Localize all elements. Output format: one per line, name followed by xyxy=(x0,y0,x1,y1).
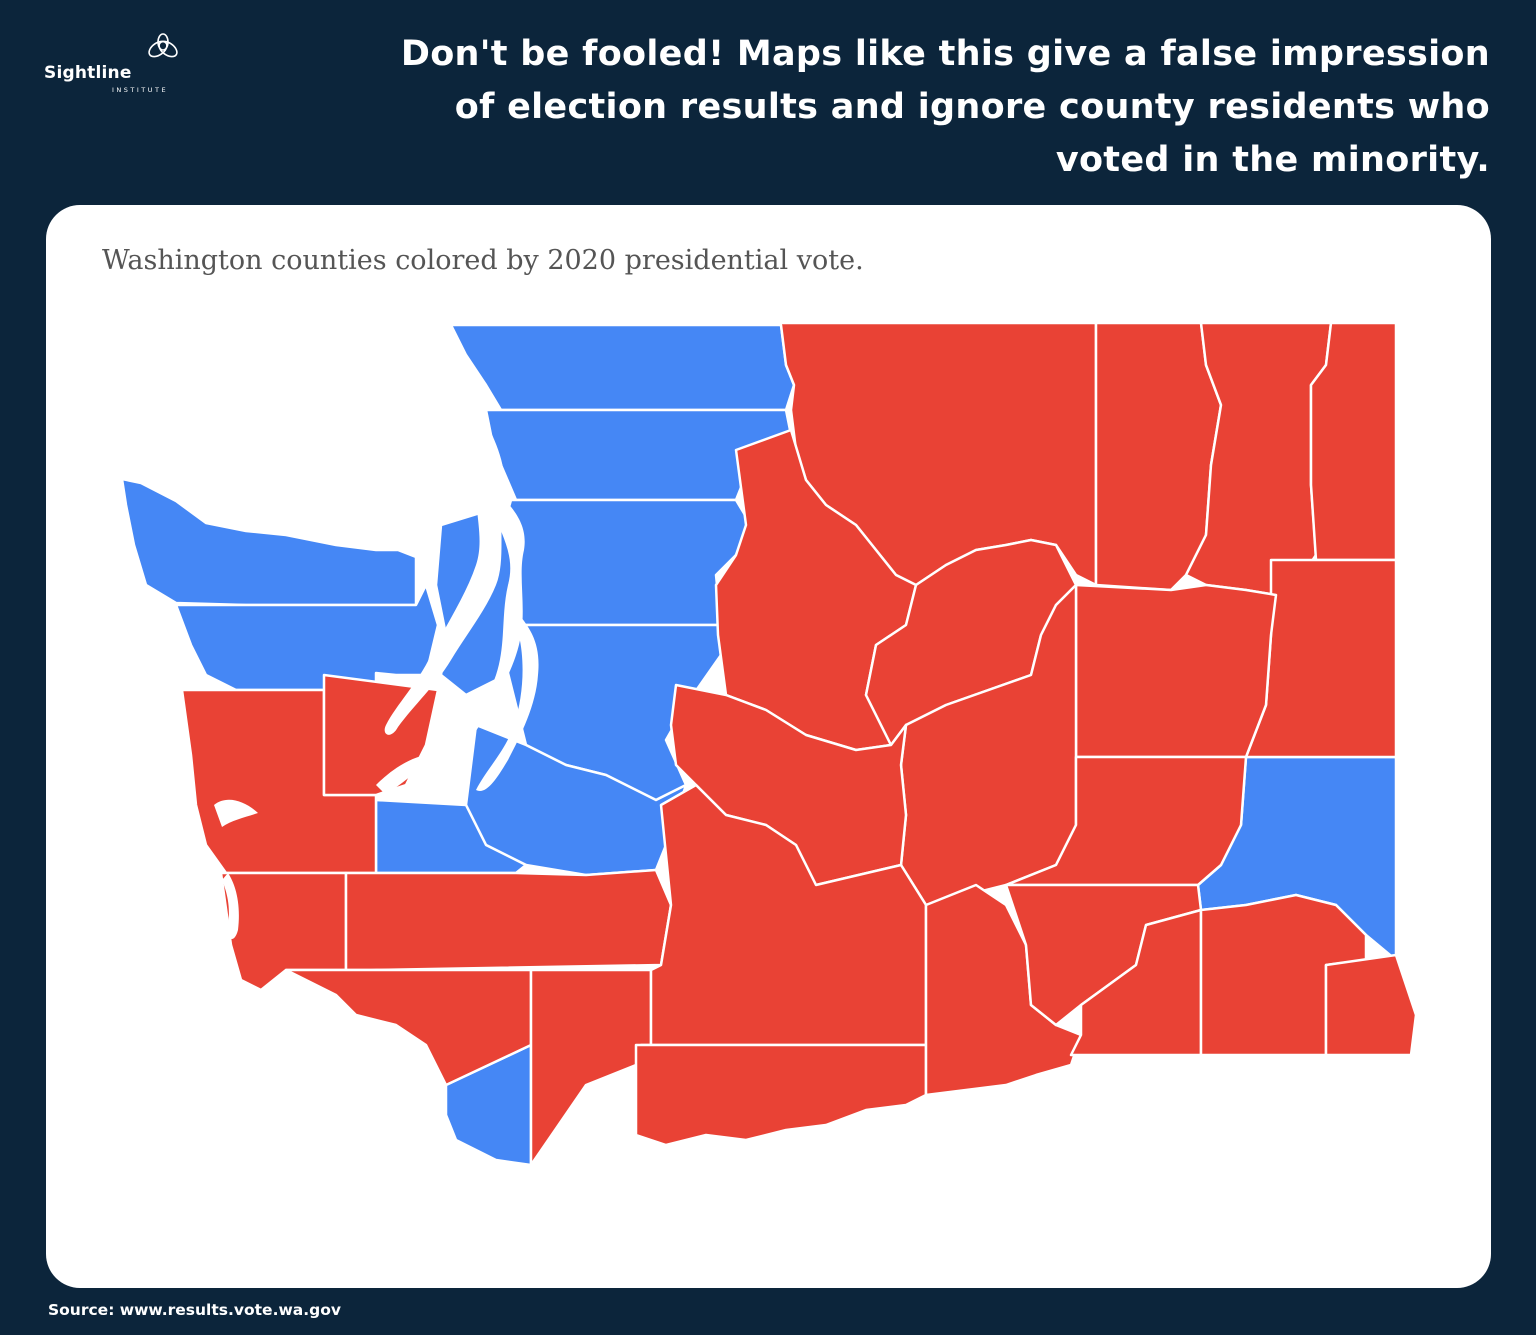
county-lincoln xyxy=(1074,583,1278,759)
county-snohomish xyxy=(499,498,753,627)
source-note: Source: www.results.vote.wa.gov xyxy=(48,1301,341,1319)
puget-sound-water xyxy=(376,395,539,795)
map-subtitle: Washington counties colored by 2020 pres… xyxy=(102,245,864,276)
county-shapes xyxy=(120,321,1418,1167)
county-skamania xyxy=(529,968,653,1167)
coastal-bays xyxy=(214,799,258,940)
logo-name: Sightline xyxy=(44,63,132,83)
map-card: Washington counties colored by 2020 pres… xyxy=(46,205,1491,1288)
county-jefferson xyxy=(174,583,440,692)
sightline-logo-icon xyxy=(148,33,178,58)
sightline-logo: Sightline INSTITUTE xyxy=(44,30,184,100)
logo-subtitle: INSTITUTE xyxy=(112,86,169,94)
county-lewis xyxy=(344,868,673,972)
county-whatcom xyxy=(449,323,796,412)
county-klickitat xyxy=(634,1043,928,1147)
county-clallam xyxy=(120,477,418,607)
county-pend-oreille xyxy=(1309,321,1398,562)
county-asotin xyxy=(1324,953,1418,1057)
headline: Don't be fooled! Maps like this give a f… xyxy=(400,34,1490,180)
washington-county-map xyxy=(120,321,1418,1167)
county-kittitas xyxy=(669,683,908,887)
